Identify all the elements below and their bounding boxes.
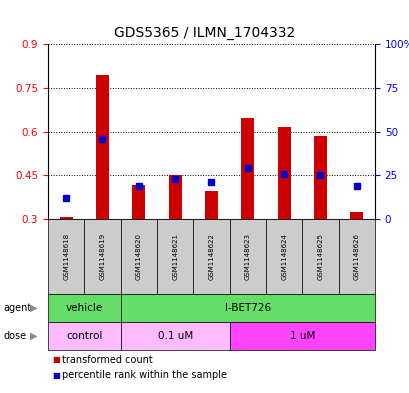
Bar [313,136,326,219]
Bar [169,174,181,219]
Text: GSM1148624: GSM1148624 [281,233,286,280]
Bar [96,75,109,219]
Text: GSM1148622: GSM1148622 [208,233,214,280]
Text: agent: agent [3,303,31,313]
Text: ■: ■ [52,355,60,364]
Text: GDS5365 / ILMN_1704332: GDS5365 / ILMN_1704332 [114,26,295,40]
Text: GSM1148623: GSM1148623 [244,233,250,280]
Text: GSM1148621: GSM1148621 [172,233,178,280]
Text: control: control [66,331,102,341]
Text: GSM1148619: GSM1148619 [99,233,105,280]
Text: I-BET726: I-BET726 [224,303,270,313]
Text: GSM1148618: GSM1148618 [63,233,69,280]
Bar [132,185,145,219]
Text: ■: ■ [52,371,60,380]
Text: 1 uM: 1 uM [289,331,314,341]
Bar [350,212,362,219]
Bar [241,118,254,219]
Bar [204,191,217,219]
Text: 0.1 uM: 0.1 uM [157,331,192,341]
Text: GSM1148626: GSM1148626 [353,233,359,280]
Text: GSM1148620: GSM1148620 [135,233,142,280]
Text: GSM1148625: GSM1148625 [317,233,323,280]
Text: ▶: ▶ [30,303,38,313]
Bar [277,127,290,219]
Text: percentile rank within the sample: percentile rank within the sample [62,370,227,380]
Text: dose: dose [3,331,26,341]
Text: transformed count: transformed count [62,355,153,365]
Text: ▶: ▶ [30,331,38,341]
Text: vehicle: vehicle [65,303,103,313]
Bar [60,217,72,219]
